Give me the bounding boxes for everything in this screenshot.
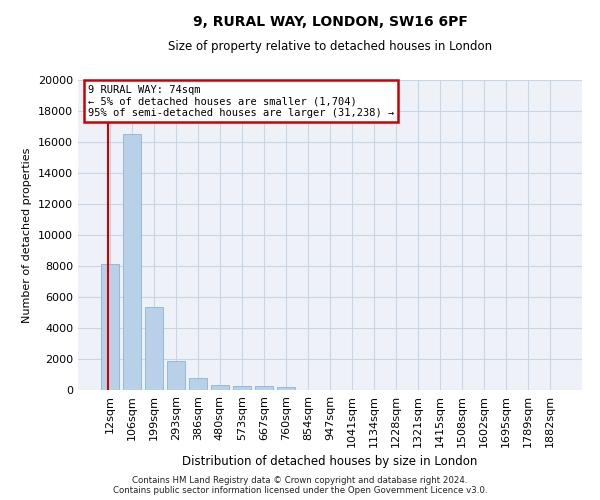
Bar (189, 378, 206, 390)
Bar (101, 264, 119, 390)
Bar (211, 384, 229, 390)
Text: Size of property relative to detached houses in London: Size of property relative to detached ho… (168, 40, 492, 53)
Text: Contains HM Land Registry data © Crown copyright and database right 2024.
Contai: Contains HM Land Registry data © Crown c… (113, 476, 487, 495)
Bar (167, 362, 185, 390)
Bar (233, 386, 251, 390)
Text: 9 RURAL WAY: 74sqm
← 5% of detached houses are smaller (1,704)
95% of semi-detac: 9 RURAL WAY: 74sqm ← 5% of detached hous… (88, 84, 394, 118)
Y-axis label: Number of detached properties: Number of detached properties (22, 148, 32, 322)
Bar (277, 387, 295, 390)
X-axis label: Distribution of detached houses by size in London: Distribution of detached houses by size … (182, 456, 478, 468)
Bar (145, 307, 163, 390)
Bar (123, 134, 140, 390)
Bar (255, 386, 273, 390)
Text: 9, RURAL WAY, LONDON, SW16 6PF: 9, RURAL WAY, LONDON, SW16 6PF (193, 15, 467, 29)
